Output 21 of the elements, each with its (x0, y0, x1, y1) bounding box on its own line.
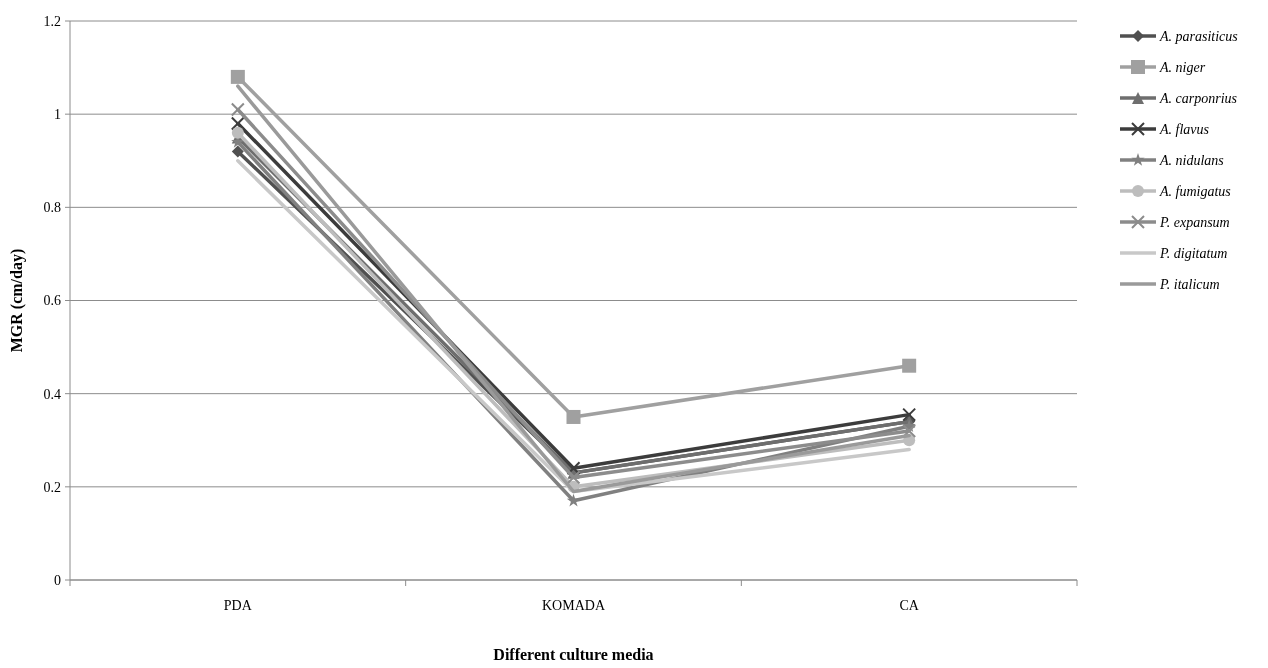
x-tick-label: PDA (223, 598, 253, 613)
legend-label: P. digitatum (1159, 245, 1228, 261)
legend-label: P. italicum (1159, 276, 1220, 292)
y-tick-label: 0.8 (43, 200, 61, 216)
y-tick-label: 0.6 (43, 293, 61, 309)
x-tick-label: CA (899, 598, 920, 613)
y-tick-label: 0.2 (43, 479, 61, 495)
y-axis-title: MGR (cm/day) (8, 248, 26, 353)
legend-label: P. expansum (1159, 214, 1230, 230)
legend-label: A. carponrius (1159, 90, 1238, 106)
legend-label: A. parasiticus (1159, 28, 1239, 44)
legend-label: A. fumigatus (1159, 183, 1232, 199)
y-tick-label: 0 (54, 572, 61, 588)
legend-label: A. nidulans (1159, 152, 1225, 168)
legend-label: A. niger (1159, 59, 1206, 75)
y-tick-label: 1.2 (43, 13, 61, 29)
y-tick-label: 1 (54, 107, 61, 123)
y-tick-label: 0.4 (43, 386, 61, 402)
x-axis-title: Different culture media (493, 646, 654, 663)
x-tick-label: KOMADA (542, 598, 606, 613)
legend-label: A. flavus (1159, 121, 1210, 137)
